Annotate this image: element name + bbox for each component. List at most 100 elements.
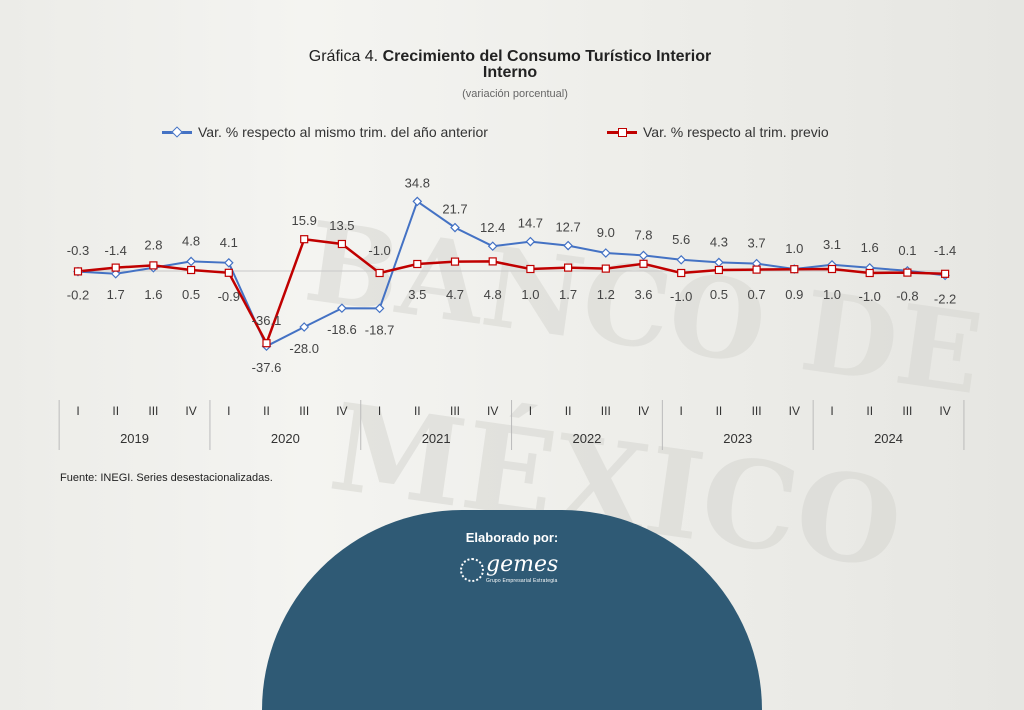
x-tick-quarter-20: I [830,404,833,418]
chart-title: Gráfica 4. Crecimiento del Consumo Turís… [230,48,790,82]
x-tick-quarter-21: II [866,404,873,418]
point-quarterly-13 [563,263,573,272]
point-annual-10 [450,222,460,233]
x-tick-year-0: 2019 [120,431,149,446]
line-chart: -0.3 -1.4 1.6 4.8 4.1 -37.6 -28.0 -18.6 -18.7 34.… [58,175,965,450]
data-label-quarterly-0: -0.2 [67,287,89,302]
point-quarterly-14 [601,264,610,273]
data-label-annual-15: 7.8 [634,227,652,242]
chart-title-main: Crecimiento del Consumo Turístico Interi… [382,48,712,65]
x-tick-quarter-2: III [148,404,158,418]
point-annual-4 [223,257,234,268]
data-label-annual-14: 9.0 [597,225,615,240]
point-quarterly-7 [337,239,346,249]
point-annual-11 [487,241,498,252]
x-tick-year-4: 2023 [723,431,752,446]
x-tick-quarter-19: IV [789,404,800,418]
x-tick-quarter-8: I [378,404,381,418]
point-quarterly-18 [752,265,761,274]
logo-subtitle: Grupo Empresarial Estrategia [486,578,558,584]
data-label-quarterly-19: 0.9 [785,287,803,302]
point-quarterly-15 [639,259,648,268]
point-annual-7 [337,303,347,314]
data-label-quarterly-13: 1.7 [559,287,577,302]
point-quarterly-16 [677,268,686,278]
data-label-annual-12: 14.7 [518,216,543,231]
data-label-quarterly-10: 4.7 [446,287,464,302]
x-tick-quarter-23: IV [939,404,950,418]
x-tick-year-5: 2024 [874,431,903,446]
data-label-annual-20: 3.1 [823,237,841,252]
data-label-quarterly-21: -1.0 [858,289,880,304]
data-label-annual-17: 4.3 [710,234,728,249]
point-quarterly-2 [149,261,158,270]
point-annual-17 [714,257,724,268]
data-label-annual-16: 5.6 [672,232,690,247]
data-label-annual-19: 1.0 [785,241,803,256]
data-label-annual-9: 34.8 [405,175,430,190]
x-tick-quarter-15: IV [638,404,649,418]
source-note: Fuente: INEGI. Series desestacionalizada… [60,472,273,484]
x-tick-quarter-5: II [263,404,270,418]
series-line-annual [77,199,946,348]
data-label-quarterly-9: 3.5 [408,287,426,302]
data-label-quarterly-14: 1.2 [597,287,615,302]
point-annual-3 [186,256,196,267]
data-label-annual-3: 4.8 [182,233,200,248]
legend-label-annual: Var. % respecto al mismo trim. del año a… [198,124,488,140]
point-quarterly-8 [375,268,384,278]
point-quarterly-17 [714,265,724,275]
point-quarterly-10 [450,257,460,266]
point-quarterly-21 [865,268,874,278]
data-label-quarterly-11: 4.8 [484,287,502,302]
x-tick-quarter-22: III [902,404,912,418]
chart-title-prefix: Gráfica 4. [308,48,379,65]
x-tick-quarter-16: I [680,404,683,418]
data-label-annual-18: 3.7 [748,236,766,251]
data-label-annual-2: 1.6 [144,287,162,302]
point-annual-16 [676,254,687,265]
point-quarterly-5 [262,339,271,348]
x-tick-year-3: 2022 [572,431,601,446]
data-label-annual-4: 4.1 [220,235,238,250]
chart-subtitle: (variación porcentual) [462,88,568,100]
data-label-quarterly-20: 1.0 [823,287,841,302]
data-label-quarterly-18: 0.7 [748,287,766,302]
point-annual-1 [110,268,121,279]
data-label-quarterly-12: 1.0 [521,287,539,302]
data-label-quarterly-7: 13.5 [329,218,354,233]
data-label-annual-5: -37.6 [252,360,282,375]
data-label-annual-13: 12.7 [555,220,580,235]
x-tick-quarter-0: I [76,404,79,418]
legend-swatch-annual [162,126,192,138]
legend-label-quarterly: Var. % respecto al trim. previo [643,124,829,140]
x-tick-quarter-12: I [529,404,532,418]
point-quarterly-20 [827,264,837,274]
x-tick-quarter-6: III [299,404,309,418]
legend-item-quarterly: Var. % respecto al trim. previo [607,124,829,140]
data-label-quarterly-1: 1.7 [107,287,125,302]
x-tick-quarter-10: III [450,404,460,418]
data-label-quarterly-3: 0.5 [182,287,200,302]
data-label-annual-10: 21.7 [442,202,467,217]
point-quarterly-22 [903,268,912,277]
data-label-quarterly-17: 0.5 [710,287,728,302]
logo-word: gemes [486,552,559,577]
data-label-quarterly-16: -1.0 [670,289,692,304]
x-tick-quarter-4: I [227,404,230,418]
data-label-annual-22: 0.1 [898,243,916,258]
data-label-quarterly-4: -0.9 [218,289,240,304]
point-quarterly-6 [300,235,309,244]
x-tick-quarter-3: IV [185,404,196,418]
x-tick-quarter-11: IV [487,404,498,418]
point-annual-12 [525,236,536,247]
data-label-annual-23: -2.2 [934,291,956,306]
gemes-logo: gemes Grupo Empresarial Estrategia [458,552,568,586]
point-annual-13 [563,240,573,251]
point-quarterly-9 [413,259,422,269]
point-quarterly-0 [73,267,83,276]
data-label-quarterly-22: -0.8 [896,289,918,304]
series-line-quarterly [77,237,946,347]
legend-item-annual: Var. % respecto al mismo trim. del año a… [162,124,488,140]
data-label-quarterly-8: -1.0 [368,243,390,258]
